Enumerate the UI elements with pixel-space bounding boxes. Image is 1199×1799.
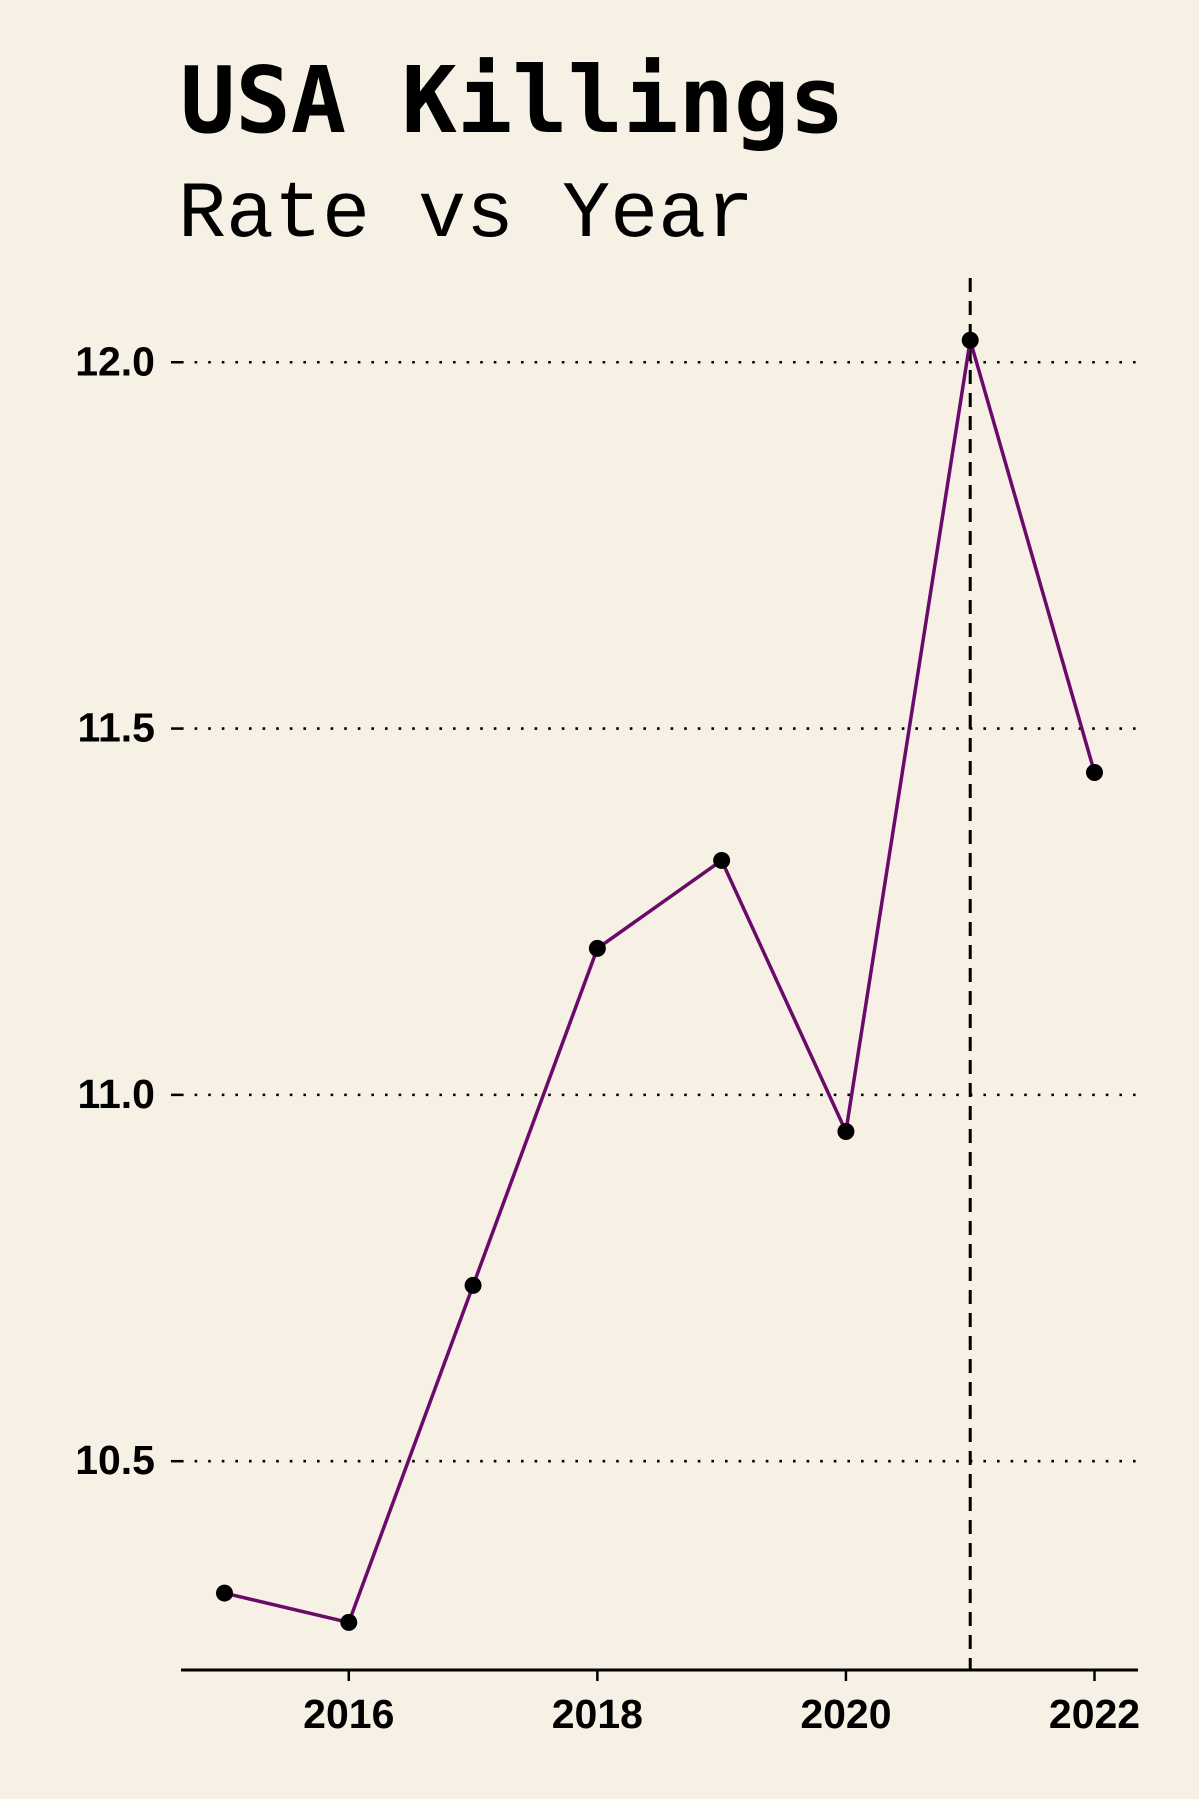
series-line — [224, 339, 1097, 1625]
chart-title: USA Killings — [180, 47, 845, 154]
x-tick-label: 2022 — [1049, 1691, 1140, 1737]
points-group — [216, 331, 1103, 1631]
data-point — [464, 1276, 482, 1294]
data-point — [340, 1613, 358, 1631]
series-group — [224, 339, 1097, 1625]
data-point — [216, 1584, 233, 1602]
gridlines — [181, 360, 1138, 1463]
y-tick-label: 11.0 — [77, 1071, 155, 1117]
x-tick-label: 2020 — [800, 1691, 891, 1737]
x-axis-ticks: 2016 2018 2020 2022 — [303, 1670, 1140, 1737]
data-point — [713, 851, 731, 869]
data-point — [588, 939, 606, 957]
y-tick-label: 11.5 — [77, 705, 155, 751]
x-tick-label: 2018 — [552, 1691, 643, 1737]
y-tick-label: 12.0 — [75, 338, 155, 384]
chart-subtitle: Rate vs Year — [178, 170, 754, 261]
data-point — [961, 331, 979, 349]
data-point — [1086, 764, 1103, 782]
y-axis-ticks: 10.5 11.0 11.5 12.0 — [75, 338, 181, 1483]
x-tick-label: 2016 — [303, 1691, 394, 1737]
data-point — [837, 1123, 855, 1141]
y-tick-label: 10.5 — [75, 1437, 155, 1483]
